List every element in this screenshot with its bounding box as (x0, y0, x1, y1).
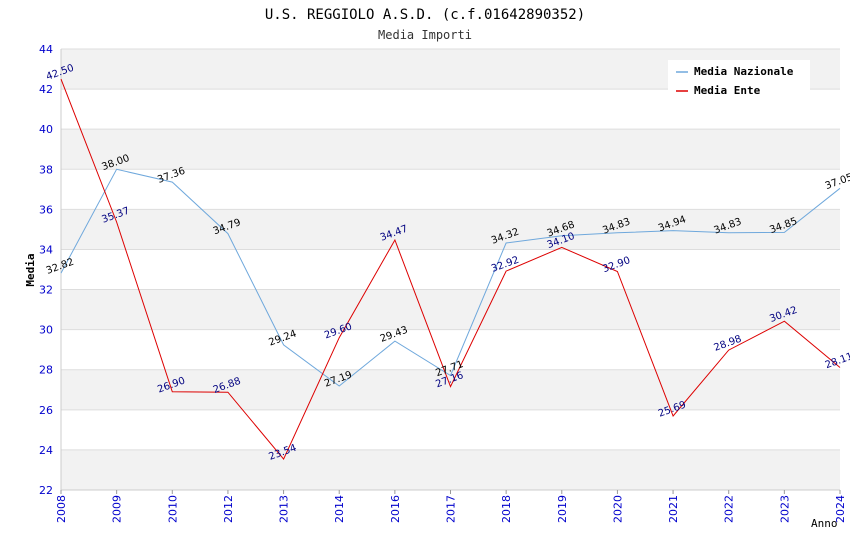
series-line-media-nazionale (60, 168, 841, 387)
y-tick-label: 38 (39, 163, 53, 176)
x-tick-label: 2014 (333, 495, 346, 523)
x-tick-label: 2017 (445, 495, 458, 523)
data-label: 32.82 (45, 257, 76, 277)
y-tick-label: 28 (39, 364, 53, 377)
x-tick-label: 2019 (556, 495, 569, 523)
axes (60, 49, 841, 494)
y-tick-label: 24 (39, 444, 53, 457)
x-tick-label: 2012 (222, 495, 235, 523)
legend-label-nazionale: Media Nazionale (694, 65, 794, 78)
y-axis-label: Media (24, 253, 37, 286)
y-tick-label: 40 (39, 123, 53, 136)
x-axis-label: Anno (811, 517, 838, 530)
x-tick-label: 2013 (278, 495, 291, 523)
y-tick-label: 34 (39, 243, 53, 256)
grid-band (61, 449, 840, 490)
data-label: 29.24 (267, 328, 298, 348)
x-tick-label: 2021 (667, 495, 680, 523)
y-tick-label: 44 (39, 43, 53, 56)
chart-title: U.S. REGGIOLO A.S.D. (c.f.01642890352) (265, 7, 585, 23)
y-tick-label: 30 (39, 324, 53, 337)
grid-band (61, 369, 840, 410)
x-tick-label: 2018 (500, 495, 513, 523)
grid-band (61, 209, 840, 250)
y-tick-label: 22 (39, 484, 53, 497)
y-tick-label: 42 (39, 83, 53, 96)
grid-band (61, 289, 840, 330)
chart-subtitle: Media Importi (378, 28, 472, 42)
x-tick-label: 2010 (166, 495, 179, 523)
x-tick-label: 2020 (611, 495, 624, 523)
x-tick-label: 2016 (389, 495, 402, 523)
grid-bands (61, 49, 840, 490)
data-label: 28.11 (824, 351, 850, 371)
x-tick-labels: 2008 2009 2010 2012 2013 2014 2016 2017 2018 2019… (55, 495, 847, 523)
y-tick-label: 26 (39, 404, 53, 417)
y-tick-label: 32 (39, 284, 53, 297)
legend-box (668, 60, 810, 102)
series-line-media-ente (60, 78, 841, 461)
data-label: 32.90 (601, 255, 632, 275)
series-lines (60, 78, 841, 461)
legend-label-ente: Media Ente (694, 84, 761, 97)
x-tick-label: 2022 (723, 495, 736, 523)
y-tick-labels: 22 24 26 28 30 32 34 36 38 40 42 44 (39, 43, 53, 497)
grid-lines (61, 48, 840, 491)
x-tick-label: 2023 (778, 495, 791, 523)
grid-band (61, 129, 840, 170)
data-label: 37.05 (824, 172, 850, 192)
x-tick-label: 2024 (834, 495, 847, 523)
x-tick-label: 2008 (55, 495, 68, 523)
x-tick-label: 2009 (111, 495, 124, 523)
legend: Media Nazionale Media Ente (668, 60, 810, 102)
y-tick-label: 36 (39, 203, 53, 216)
